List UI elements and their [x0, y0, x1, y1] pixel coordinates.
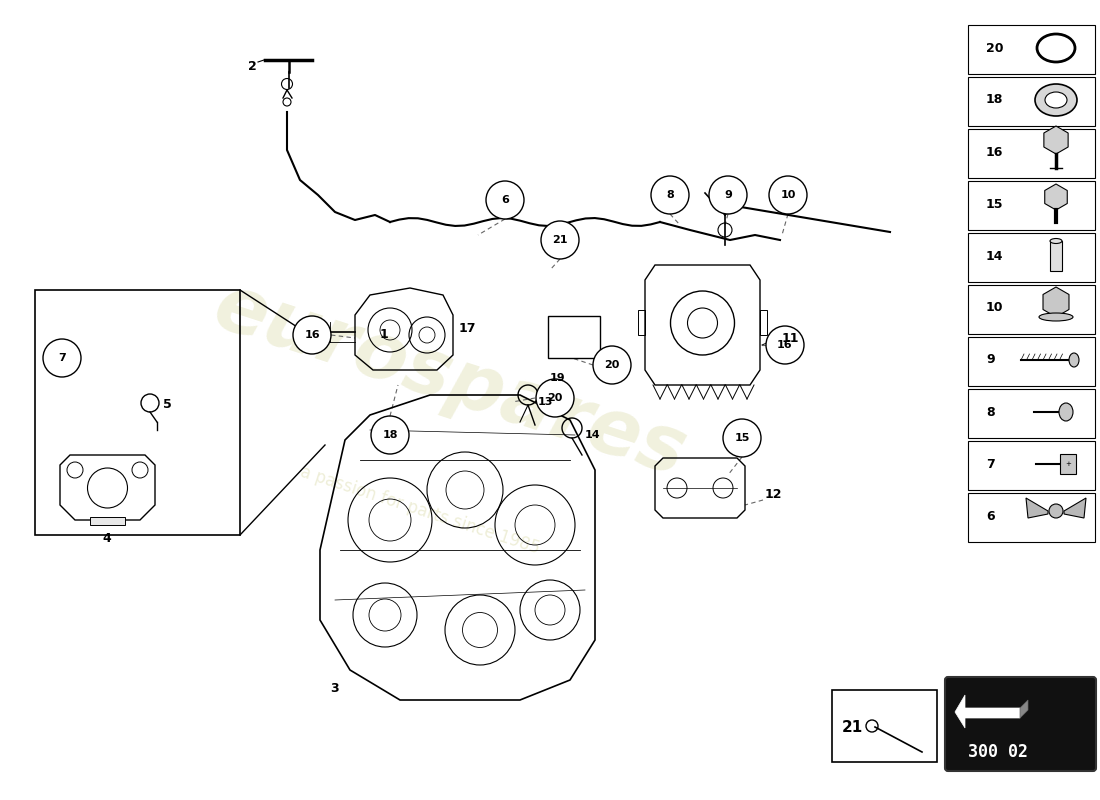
Text: 9: 9: [986, 354, 994, 366]
Bar: [968, 337, 1094, 386]
Text: 13: 13: [538, 397, 553, 407]
Text: 19: 19: [550, 373, 565, 383]
Text: 1: 1: [379, 329, 388, 342]
Text: 4: 4: [102, 531, 111, 545]
Text: 10: 10: [780, 190, 795, 200]
Circle shape: [723, 419, 761, 457]
Text: 9: 9: [724, 190, 732, 200]
Text: 12: 12: [764, 489, 782, 502]
Text: 18: 18: [383, 430, 398, 440]
Text: 20: 20: [604, 360, 619, 370]
Bar: [968, 181, 1094, 230]
Text: 7: 7: [986, 458, 994, 470]
Circle shape: [541, 221, 579, 259]
Bar: [1060, 454, 1076, 474]
Text: 14: 14: [585, 430, 601, 440]
Text: 21: 21: [552, 235, 568, 245]
Ellipse shape: [1045, 92, 1067, 108]
Bar: [968, 233, 1094, 282]
Bar: [968, 441, 1094, 490]
Text: 16: 16: [778, 340, 793, 350]
Text: 14: 14: [986, 250, 1003, 262]
Bar: [760, 310, 767, 335]
Bar: [35, 290, 240, 535]
Text: eurospares: eurospares: [205, 268, 695, 492]
Circle shape: [536, 379, 574, 417]
Polygon shape: [1043, 287, 1069, 317]
Text: 21: 21: [842, 720, 864, 735]
Polygon shape: [955, 695, 1020, 728]
Text: 16: 16: [305, 330, 320, 340]
Text: 16: 16: [986, 146, 1003, 158]
Text: 6: 6: [502, 195, 509, 205]
Circle shape: [766, 326, 804, 364]
Ellipse shape: [1050, 238, 1062, 243]
Ellipse shape: [1040, 313, 1072, 321]
Text: 5: 5: [163, 398, 172, 411]
Text: 15: 15: [735, 433, 750, 443]
Text: 8: 8: [667, 190, 674, 200]
Circle shape: [769, 176, 807, 214]
Circle shape: [486, 181, 524, 219]
Text: 10: 10: [986, 302, 1003, 314]
Bar: [968, 25, 1094, 74]
Polygon shape: [1045, 184, 1067, 210]
Circle shape: [371, 416, 409, 454]
Bar: [548, 316, 600, 358]
Polygon shape: [1064, 498, 1086, 518]
Text: 6: 6: [986, 510, 994, 522]
Ellipse shape: [1069, 353, 1079, 367]
Bar: [90, 517, 125, 525]
Text: 2: 2: [248, 59, 256, 73]
Text: 3: 3: [330, 682, 339, 694]
Circle shape: [710, 176, 747, 214]
Bar: [1050, 241, 1062, 271]
Text: 300 02: 300 02: [968, 743, 1028, 761]
Circle shape: [593, 346, 631, 384]
Circle shape: [88, 468, 128, 508]
Bar: [968, 129, 1094, 178]
Text: 18: 18: [986, 94, 1003, 106]
Circle shape: [1049, 504, 1063, 518]
Bar: [638, 310, 645, 335]
Circle shape: [43, 339, 81, 377]
Bar: [968, 389, 1094, 438]
Polygon shape: [1020, 700, 1028, 718]
Circle shape: [293, 316, 331, 354]
Text: 7: 7: [58, 353, 66, 363]
Polygon shape: [1044, 126, 1068, 154]
Polygon shape: [1026, 498, 1048, 518]
Text: a passion for parts since 1985: a passion for parts since 1985: [298, 462, 542, 558]
Text: 11: 11: [782, 331, 800, 345]
Bar: [832, 690, 937, 762]
Text: 20: 20: [986, 42, 1003, 54]
Text: 8: 8: [986, 406, 994, 418]
Text: 20: 20: [548, 393, 563, 403]
Text: +: +: [1065, 461, 1071, 467]
FancyBboxPatch shape: [945, 677, 1096, 771]
Ellipse shape: [1035, 84, 1077, 116]
Bar: [968, 493, 1094, 542]
Bar: [968, 285, 1094, 334]
Text: 17: 17: [459, 322, 476, 334]
Text: 15: 15: [986, 198, 1003, 210]
Ellipse shape: [1059, 403, 1072, 421]
Bar: [968, 77, 1094, 126]
Circle shape: [651, 176, 689, 214]
